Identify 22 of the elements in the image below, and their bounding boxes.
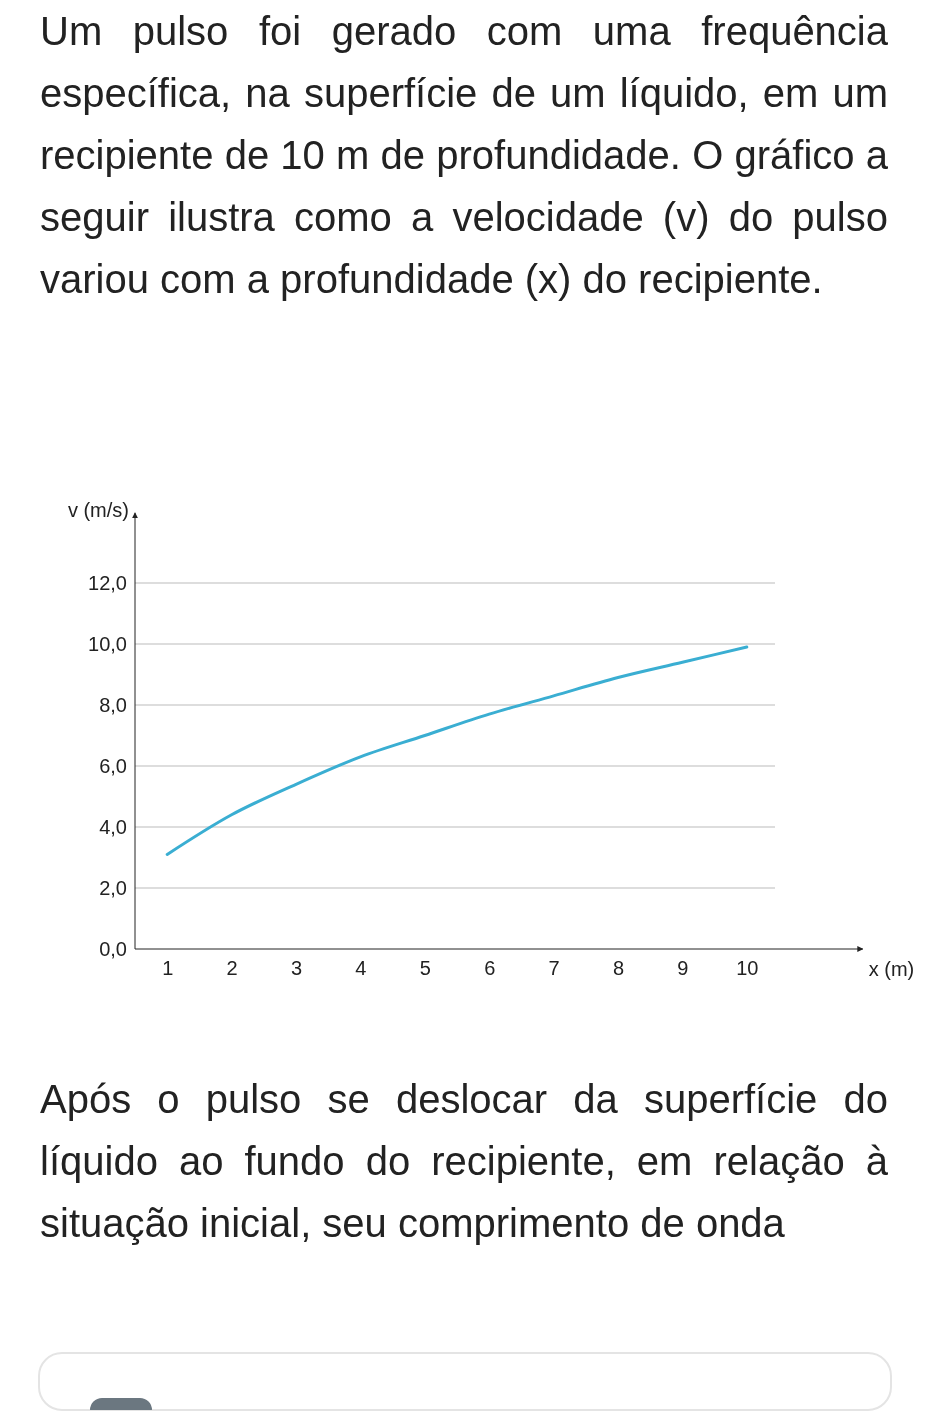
line-series — [165, 645, 749, 856]
y-tick-label: 4,0 — [99, 815, 127, 838]
x-tick-label: 5 — [419, 957, 431, 980]
y-axis-title: v (m/s) — [67, 498, 129, 521]
x-tick-label: 1 — [162, 957, 174, 980]
y-tick-label: 10,0 — [88, 632, 127, 655]
text: Após o pulso se deslocar da superfície do líquido ao fundo do recipiente, em relação à situação inicial, seu comprimento de onda — [40, 1076, 888, 1247]
x-tick-label: 6 — [484, 957, 496, 980]
y-tick-label: 12,0 — [88, 571, 127, 594]
x-tick-label: 9 — [677, 957, 689, 980]
x-tick-label: 8 — [612, 957, 625, 980]
x-tick-label: 10 — [736, 957, 759, 980]
x-tick-label: 2 — [226, 957, 238, 980]
x-tick-label: 3 — [290, 957, 303, 980]
chart-title: Um pulso foi gerado com uma frequência específica, na superfície de um líquido, em um recipiente de 10 m de profundidade. O gráfico a seguir ilustra como a velocidade (v) do pulso variou com a profundidade (x) do recipiente. — [40, 8, 888, 303]
x-tick-label: 4 — [355, 957, 367, 980]
y-tick-label: 0,0 — [99, 937, 127, 960]
x-tick-label: 7 — [548, 957, 560, 980]
y-tick-label: 2,0 — [99, 876, 127, 899]
x-axis-title: x (m) — [868, 958, 915, 980]
y-tick-label: 8,0 — [99, 693, 127, 716]
y-tick-label: 6,0 — [99, 754, 127, 777]
